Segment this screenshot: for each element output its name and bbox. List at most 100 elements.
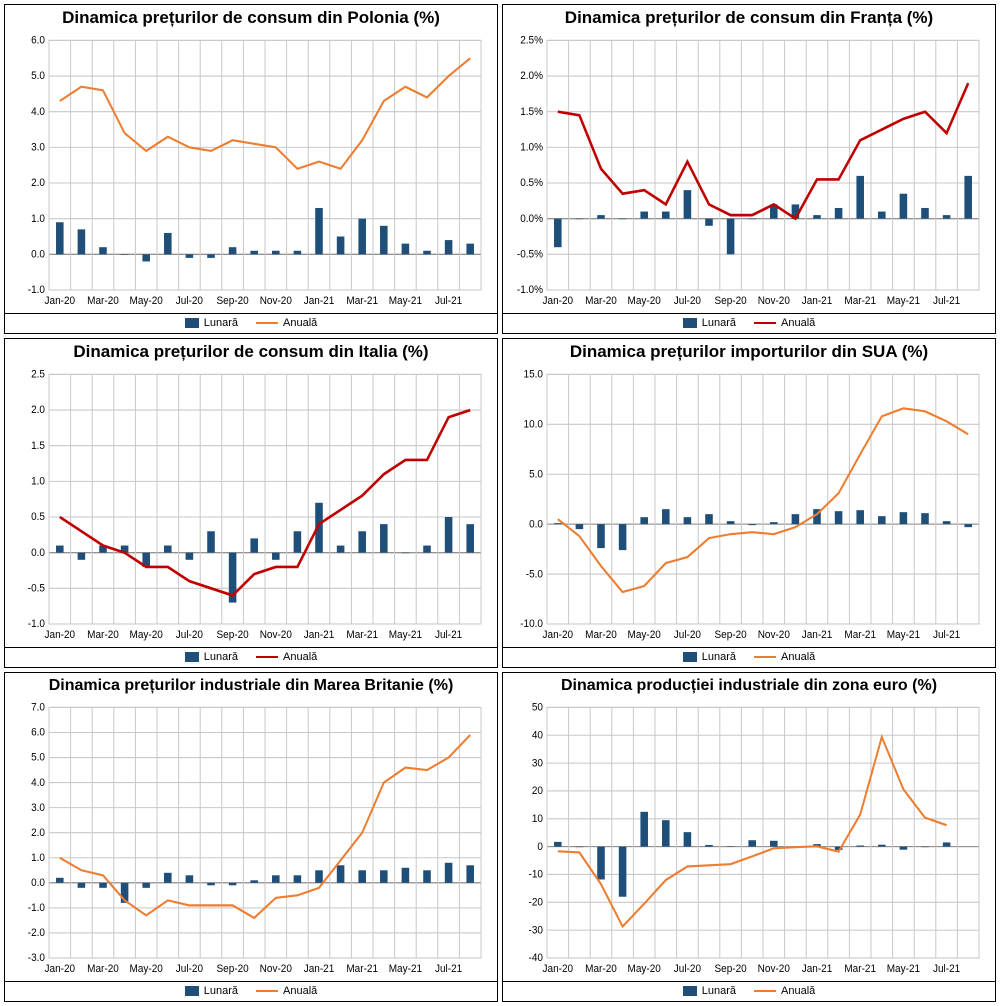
svg-text:0.5%: 0.5% [520,178,543,189]
legend-swatch-bar [683,986,697,996]
legend-label-bar: Lunară [204,985,238,997]
svg-text:Jul-21: Jul-21 [435,295,462,306]
svg-text:4.0: 4.0 [31,106,45,117]
bar [380,870,388,883]
bar [294,531,302,552]
chart-plot-area: -10.0-5.00.05.010.015.0Jan-20Mar-20May-2… [507,368,987,645]
svg-text:2.5: 2.5 [31,369,45,380]
bar [423,250,431,254]
legend-swatch-bar [683,318,697,328]
svg-text:2.0: 2.0 [31,827,45,838]
legend-swatch-bar [185,318,199,328]
bar [250,250,258,254]
bar [943,215,951,219]
svg-text:1.5%: 1.5% [520,106,543,117]
legend-label-bar: Lunară [204,317,238,329]
svg-text:0.0: 0.0 [529,519,543,530]
bar [748,218,756,219]
bar [337,865,345,883]
chart-panel-euro: Dinamica producției industriale din zona… [502,672,996,1002]
svg-text:Sep-20: Sep-20 [714,963,746,974]
bar [662,509,670,524]
svg-text:40: 40 [532,730,543,741]
bar [813,215,821,219]
svg-text:Mar-20: Mar-20 [585,629,617,640]
svg-text:Nov-20: Nov-20 [758,295,790,306]
svg-text:Mar-21: Mar-21 [346,963,378,974]
bar [684,832,692,846]
bar [56,545,64,552]
svg-text:Nov-20: Nov-20 [260,629,292,640]
svg-text:0.0: 0.0 [31,547,45,558]
bar [619,524,627,550]
legend-swatch-bar [185,652,199,662]
svg-text:Jul-20: Jul-20 [674,963,701,974]
svg-text:15.0: 15.0 [524,369,544,380]
svg-text:Jul-20: Jul-20 [176,963,203,974]
bar [186,875,194,883]
bar [99,247,107,254]
svg-text:5.0: 5.0 [529,469,543,480]
svg-text:Jul-20: Jul-20 [176,629,203,640]
svg-text:Mar-21: Mar-21 [844,963,876,974]
bar [921,846,929,847]
bar [662,820,670,846]
bar [727,846,735,847]
svg-text:Jul-21: Jul-21 [933,295,960,306]
bar [921,208,929,219]
svg-text:Jan-21: Jan-21 [802,963,833,974]
svg-text:Jan-21: Jan-21 [304,295,335,306]
bar [423,545,431,552]
bar [835,511,843,524]
bar [640,811,648,846]
svg-text:Jul-20: Jul-20 [674,629,701,640]
svg-text:May-20: May-20 [628,629,662,640]
chart-title: Dinamica prețurilor de consum din Italia… [5,339,497,364]
bar [640,517,648,524]
bar [250,880,258,883]
bar [358,531,366,552]
bar [402,552,410,553]
svg-text:Jan-21: Jan-21 [304,963,335,974]
chart-legend: LunarăAnuală [503,647,995,667]
svg-text:20: 20 [532,785,543,796]
svg-text:6.0: 6.0 [31,35,45,46]
svg-text:Jul-20: Jul-20 [674,295,701,306]
legend-item-line: Anuală [256,317,317,329]
legend-label-line: Anuală [781,317,815,329]
bar [856,510,864,524]
svg-text:Sep-20: Sep-20 [714,295,746,306]
svg-text:Mar-21: Mar-21 [844,629,876,640]
svg-text:Mar-20: Mar-20 [87,963,119,974]
svg-text:-5.0: -5.0 [526,569,543,580]
svg-text:Jan-20: Jan-20 [45,963,76,974]
svg-text:2.0: 2.0 [31,405,45,416]
legend-swatch-line [754,322,776,324]
legend-item-bar: Lunară [185,317,238,329]
bar [56,222,64,254]
legend-swatch-line [256,656,278,658]
svg-text:5.0: 5.0 [31,752,45,763]
chart-plot-area: -40-30-20-1001020304050Jan-20Mar-20May-2… [507,701,987,979]
svg-text:-0.5%: -0.5% [517,249,543,260]
chart-title: Dinamica prețurilor importurilor din SUA… [503,339,995,364]
legend-swatch-line [256,990,278,992]
svg-text:-30: -30 [529,925,544,936]
bar [878,211,886,218]
bar [921,513,929,524]
chart-panel-italy: Dinamica prețurilor de consum din Italia… [4,338,498,668]
series-line [558,737,947,927]
bar [597,215,605,219]
legend-item-bar: Lunară [683,985,736,997]
svg-text:Sep-20: Sep-20 [216,295,248,306]
svg-text:May-20: May-20 [628,295,662,306]
bar [445,862,453,882]
svg-text:50: 50 [532,702,543,713]
svg-text:1.5: 1.5 [31,440,45,451]
svg-text:May-21: May-21 [887,963,921,974]
legend-label-line: Anuală [283,985,317,997]
svg-text:Jan-20: Jan-20 [543,295,574,306]
bar [466,865,474,883]
bar [78,882,86,887]
svg-text:Mar-20: Mar-20 [585,295,617,306]
